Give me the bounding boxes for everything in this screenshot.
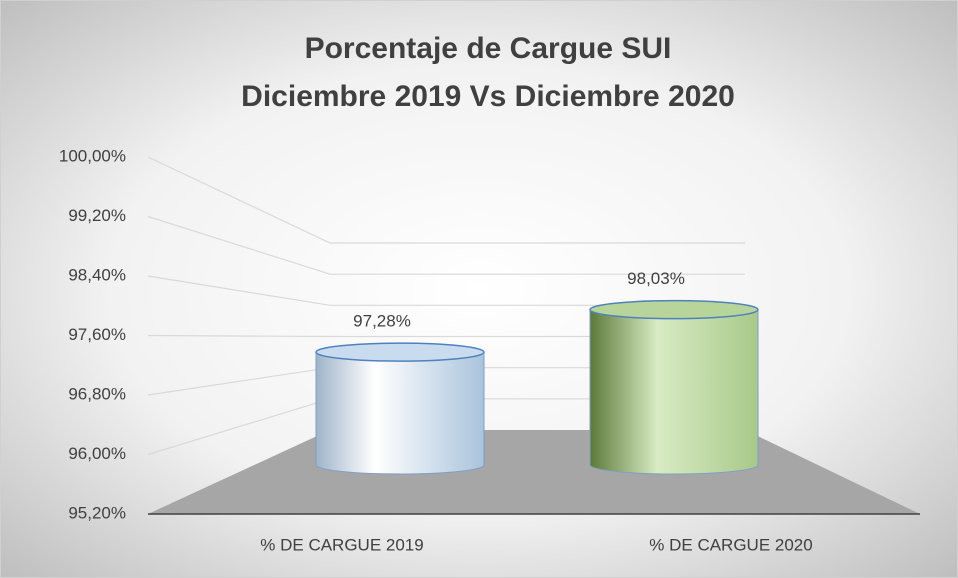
y-tick-label: 98,40% <box>68 265 126 284</box>
y-tick-label: 95,20% <box>68 503 126 522</box>
value-label: 97,28% <box>353 312 411 331</box>
y-tick-label: 96,00% <box>68 444 126 463</box>
value-label: 98,03% <box>627 269 685 288</box>
cylinder-body <box>589 309 759 475</box>
cylinder-top <box>589 299 759 320</box>
x-tick-label: % DE CARGUE 2019 <box>260 535 423 554</box>
y-tick-label: 99,20% <box>68 206 126 225</box>
grid-line <box>147 215 745 275</box>
y-tick-label: 96,80% <box>68 384 126 403</box>
chart-title: Diciembre 2019 Vs Diciembre 2020 <box>241 80 735 113</box>
y-tick-label: 100,00% <box>59 146 126 165</box>
chart-title: Porcentaje de Cargue SUI <box>305 32 672 65</box>
cylinder-top <box>315 342 485 362</box>
grid-line <box>147 156 745 244</box>
x-tick-label: % DE CARGUE 2020 <box>649 535 812 554</box>
cylinder-body <box>315 351 485 475</box>
y-tick-label: 97,60% <box>68 325 126 344</box>
